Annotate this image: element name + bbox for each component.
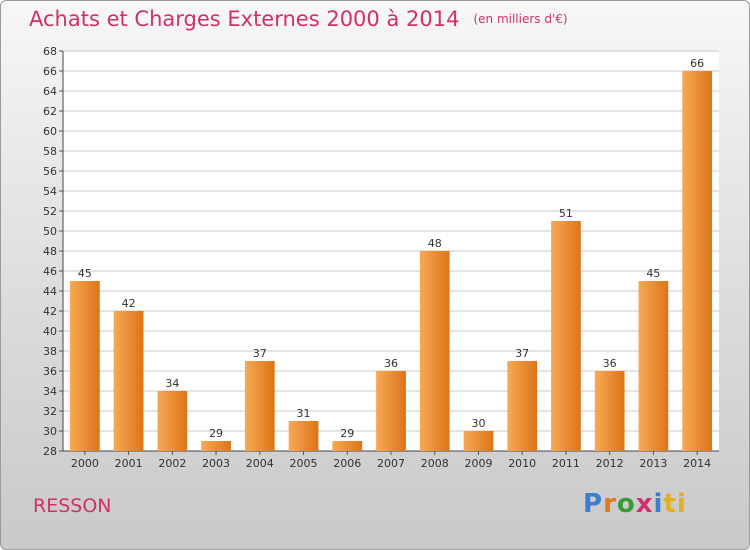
bar [201,441,231,451]
x-tick-label: 2012 [596,457,624,470]
y-tick-label: 28 [43,445,57,458]
bar [288,421,319,451]
town-name: RESSON [33,495,112,517]
bar [157,391,188,451]
bar [376,371,406,451]
data-label: 29 [209,427,223,440]
x-tick-label: 2014 [683,457,711,470]
y-tick-label: 50 [43,225,57,238]
bar [69,281,100,451]
x-tick-label: 2001 [115,457,143,470]
x-tick-label: 2011 [552,457,580,470]
x-tick-label: 2007 [377,457,405,470]
data-label: 36 [603,357,617,370]
logo-letter: ti [663,489,687,519]
y-tick-label: 48 [43,245,57,258]
y-tick-label: 46 [43,265,57,278]
bar [682,71,713,451]
x-tick-label: 2009 [464,457,492,470]
data-label: 48 [428,237,442,250]
y-tick-label: 64 [43,85,57,98]
y-tick-label: 66 [43,65,57,78]
data-label: 36 [384,357,398,370]
bar [113,311,144,451]
chart-title-text: Achats et Charges Externes 2000 à 2014 [29,7,460,31]
data-label: 42 [122,297,136,310]
logo-letter: x [635,489,654,519]
bar [638,281,669,451]
x-tick-label: 2005 [290,457,318,470]
y-tick-label: 30 [43,425,57,438]
data-label: 29 [340,427,354,440]
data-label: 45 [78,267,92,280]
bar [419,251,450,451]
bar [244,361,275,451]
x-tick-label: 2000 [71,457,99,470]
y-tick-label: 62 [43,105,57,118]
y-tick-label: 34 [43,385,57,398]
logo-letter: P [583,489,604,519]
logo-letter: o [616,489,636,519]
bar [507,361,538,451]
y-tick-label: 40 [43,325,57,338]
x-tick-label: 2010 [508,457,536,470]
y-tick-label: 38 [43,345,57,358]
y-tick-label: 56 [43,165,57,178]
data-label: 66 [690,57,704,70]
data-label: 34 [165,377,179,390]
x-tick-label: 2002 [158,457,186,470]
data-label: 37 [515,347,529,360]
chart-title: Achats et Charges Externes 2000 à 2014 (e… [29,7,568,31]
logo-letter: i [653,489,664,519]
y-tick-label: 42 [43,305,57,318]
y-tick-label: 58 [43,145,57,158]
data-label: 37 [253,347,267,360]
bar [463,431,494,451]
y-tick-label: 36 [43,365,57,378]
y-tick-label: 32 [43,405,57,418]
x-tick-label: 2006 [333,457,361,470]
data-label: 31 [297,407,311,420]
y-tick-label: 44 [43,285,57,298]
y-tick-label: 52 [43,205,57,218]
y-tick-label: 54 [43,185,57,198]
bar [594,371,625,451]
x-tick-label: 2003 [202,457,230,470]
bar [551,221,581,451]
y-tick-label: 68 [43,45,57,58]
y-tick-label: 60 [43,125,57,138]
x-tick-label: 2004 [246,457,274,470]
data-label: 45 [646,267,660,280]
logo-letter: r [603,489,617,519]
x-tick-label: 2013 [639,457,667,470]
data-label: 30 [471,417,485,430]
proxiti-logo: Proxiti [583,489,687,519]
x-tick-label: 2008 [421,457,449,470]
bar [332,441,363,451]
data-label: 51 [559,207,573,220]
unit-note: (en milliers d'€) [473,12,568,26]
